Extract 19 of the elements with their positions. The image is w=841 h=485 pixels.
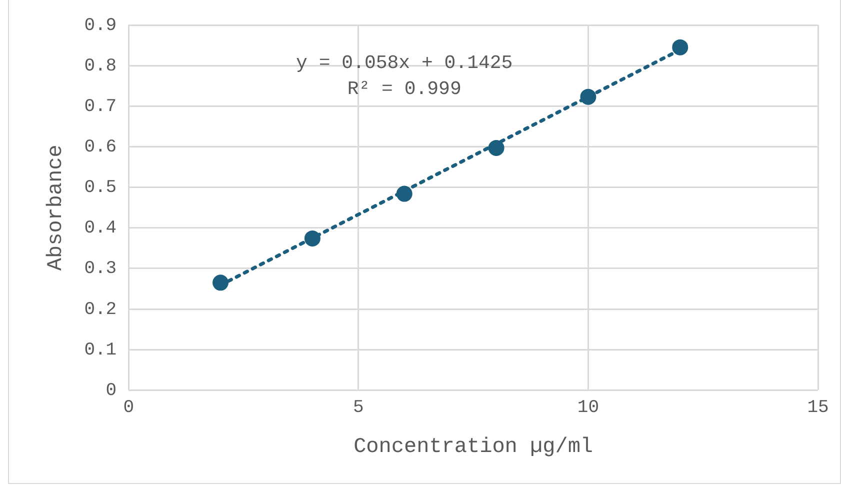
y-tick-label: 0.5: [84, 178, 117, 198]
point: [672, 39, 688, 56]
y-tick-label: 0.8: [84, 56, 117, 76]
y-tick-label: 0.1: [84, 340, 117, 360]
y-tick-label: 0.3: [84, 259, 117, 280]
x-axis-title: Concentration µg/ml: [354, 436, 594, 459]
x-tick-label: 0: [123, 398, 134, 418]
y-tick-label: 0.7: [84, 96, 117, 117]
y-tick-label: 0.2: [84, 300, 117, 320]
annotation: R² = 0.999: [347, 78, 462, 100]
y-tick-label: 0: [106, 380, 117, 401]
y-axis-title: Absorbance: [45, 144, 68, 271]
x-tick-label: 10: [577, 398, 600, 418]
x-tick-label: 5: [352, 398, 364, 418]
y-tick-label: 0.9: [84, 16, 117, 36]
annotation: y = 0.058x + 0.1425: [296, 52, 513, 74]
y-tick-label: 0.6: [84, 138, 117, 158]
y-tick-label: 0.4: [84, 218, 117, 239]
x-tick-label: 15: [807, 398, 829, 418]
